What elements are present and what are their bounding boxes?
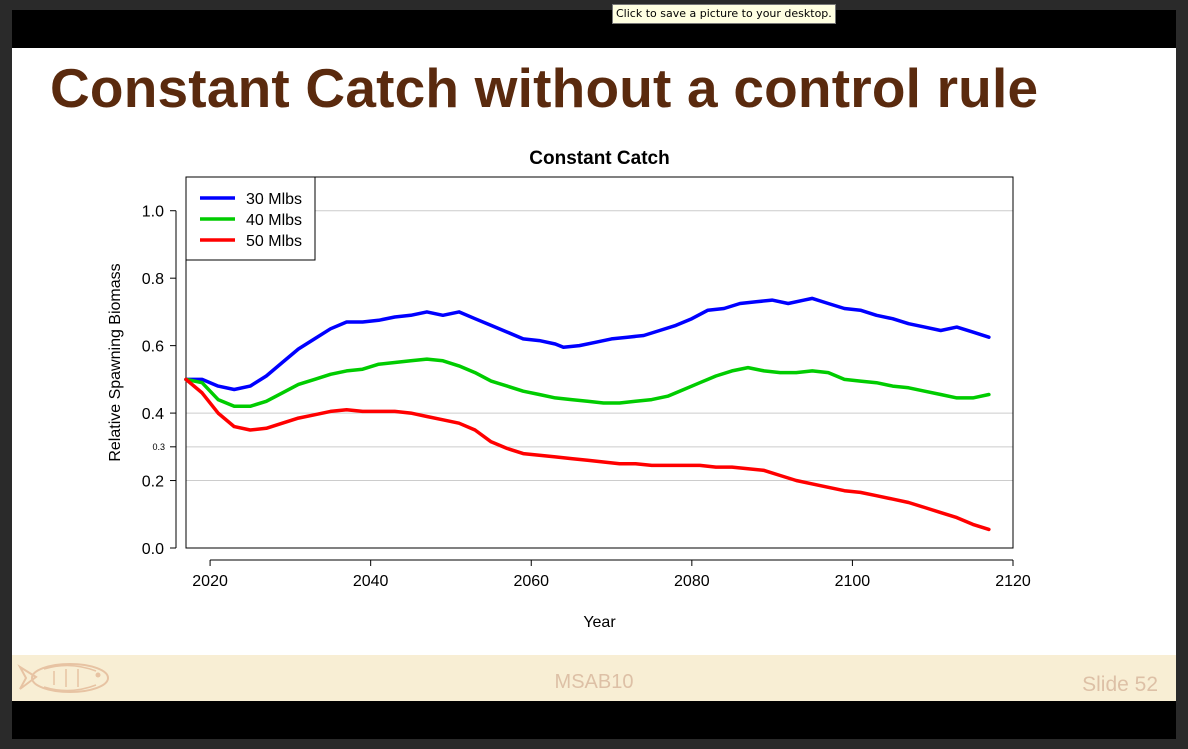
legend-label: 40 Mlbs <box>246 212 302 229</box>
x-tick-label: 2020 <box>192 573 228 590</box>
y-tick-label: 0.0 <box>142 541 164 558</box>
save-picture-tooltip: Click to save a picture to your desktop. <box>612 4 836 24</box>
y-tick-label: 0.3 <box>152 442 165 452</box>
top-black-bar <box>12 10 1176 48</box>
x-tick-label: 2080 <box>674 573 710 590</box>
series-line-2 <box>184 357 991 409</box>
x-tick-label: 2060 <box>513 573 549 590</box>
slide-title: Constant Catch without a control rule <box>50 57 1039 119</box>
footer-event-label: MSAB10 <box>554 671 634 693</box>
plot-frame <box>185 176 1014 549</box>
y-tick-label: 1.0 <box>142 204 164 221</box>
y-tick-label: 0.4 <box>142 406 164 423</box>
fish-logo-icon <box>17 663 109 693</box>
x-tick-label: 2100 <box>835 573 871 590</box>
y-tick-label: 0.2 <box>142 474 164 491</box>
slide: Constant Catch without a control rule <box>12 48 1176 655</box>
x-tick-label: 2120 <box>995 573 1031 590</box>
slide-number: Slide 52 <box>1082 673 1158 696</box>
x-tick-label: 2040 <box>353 573 389 590</box>
y-axis-label: Relative Spawning Biomass <box>107 263 124 461</box>
x-axis-label: Year <box>583 614 616 631</box>
series-line-3 <box>184 377 991 532</box>
y-tick-label: 0.6 <box>142 339 164 356</box>
bottom-black-bar <box>12 701 1176 739</box>
y-tick-label: 0.8 <box>142 271 164 288</box>
legend-label: 50 Mlbs <box>246 233 302 250</box>
constant-catch-chart: Constant Catch 0.0 0.2 0.3 0.4 0.6 0.8 1.0 Relat… <box>107 148 1031 631</box>
chart-title: Constant Catch <box>529 148 669 169</box>
series-line-1 <box>184 296 991 392</box>
slide-footer: MSAB10 Slide 52 <box>12 655 1176 701</box>
legend-label: 30 Mlbs <box>246 191 302 208</box>
